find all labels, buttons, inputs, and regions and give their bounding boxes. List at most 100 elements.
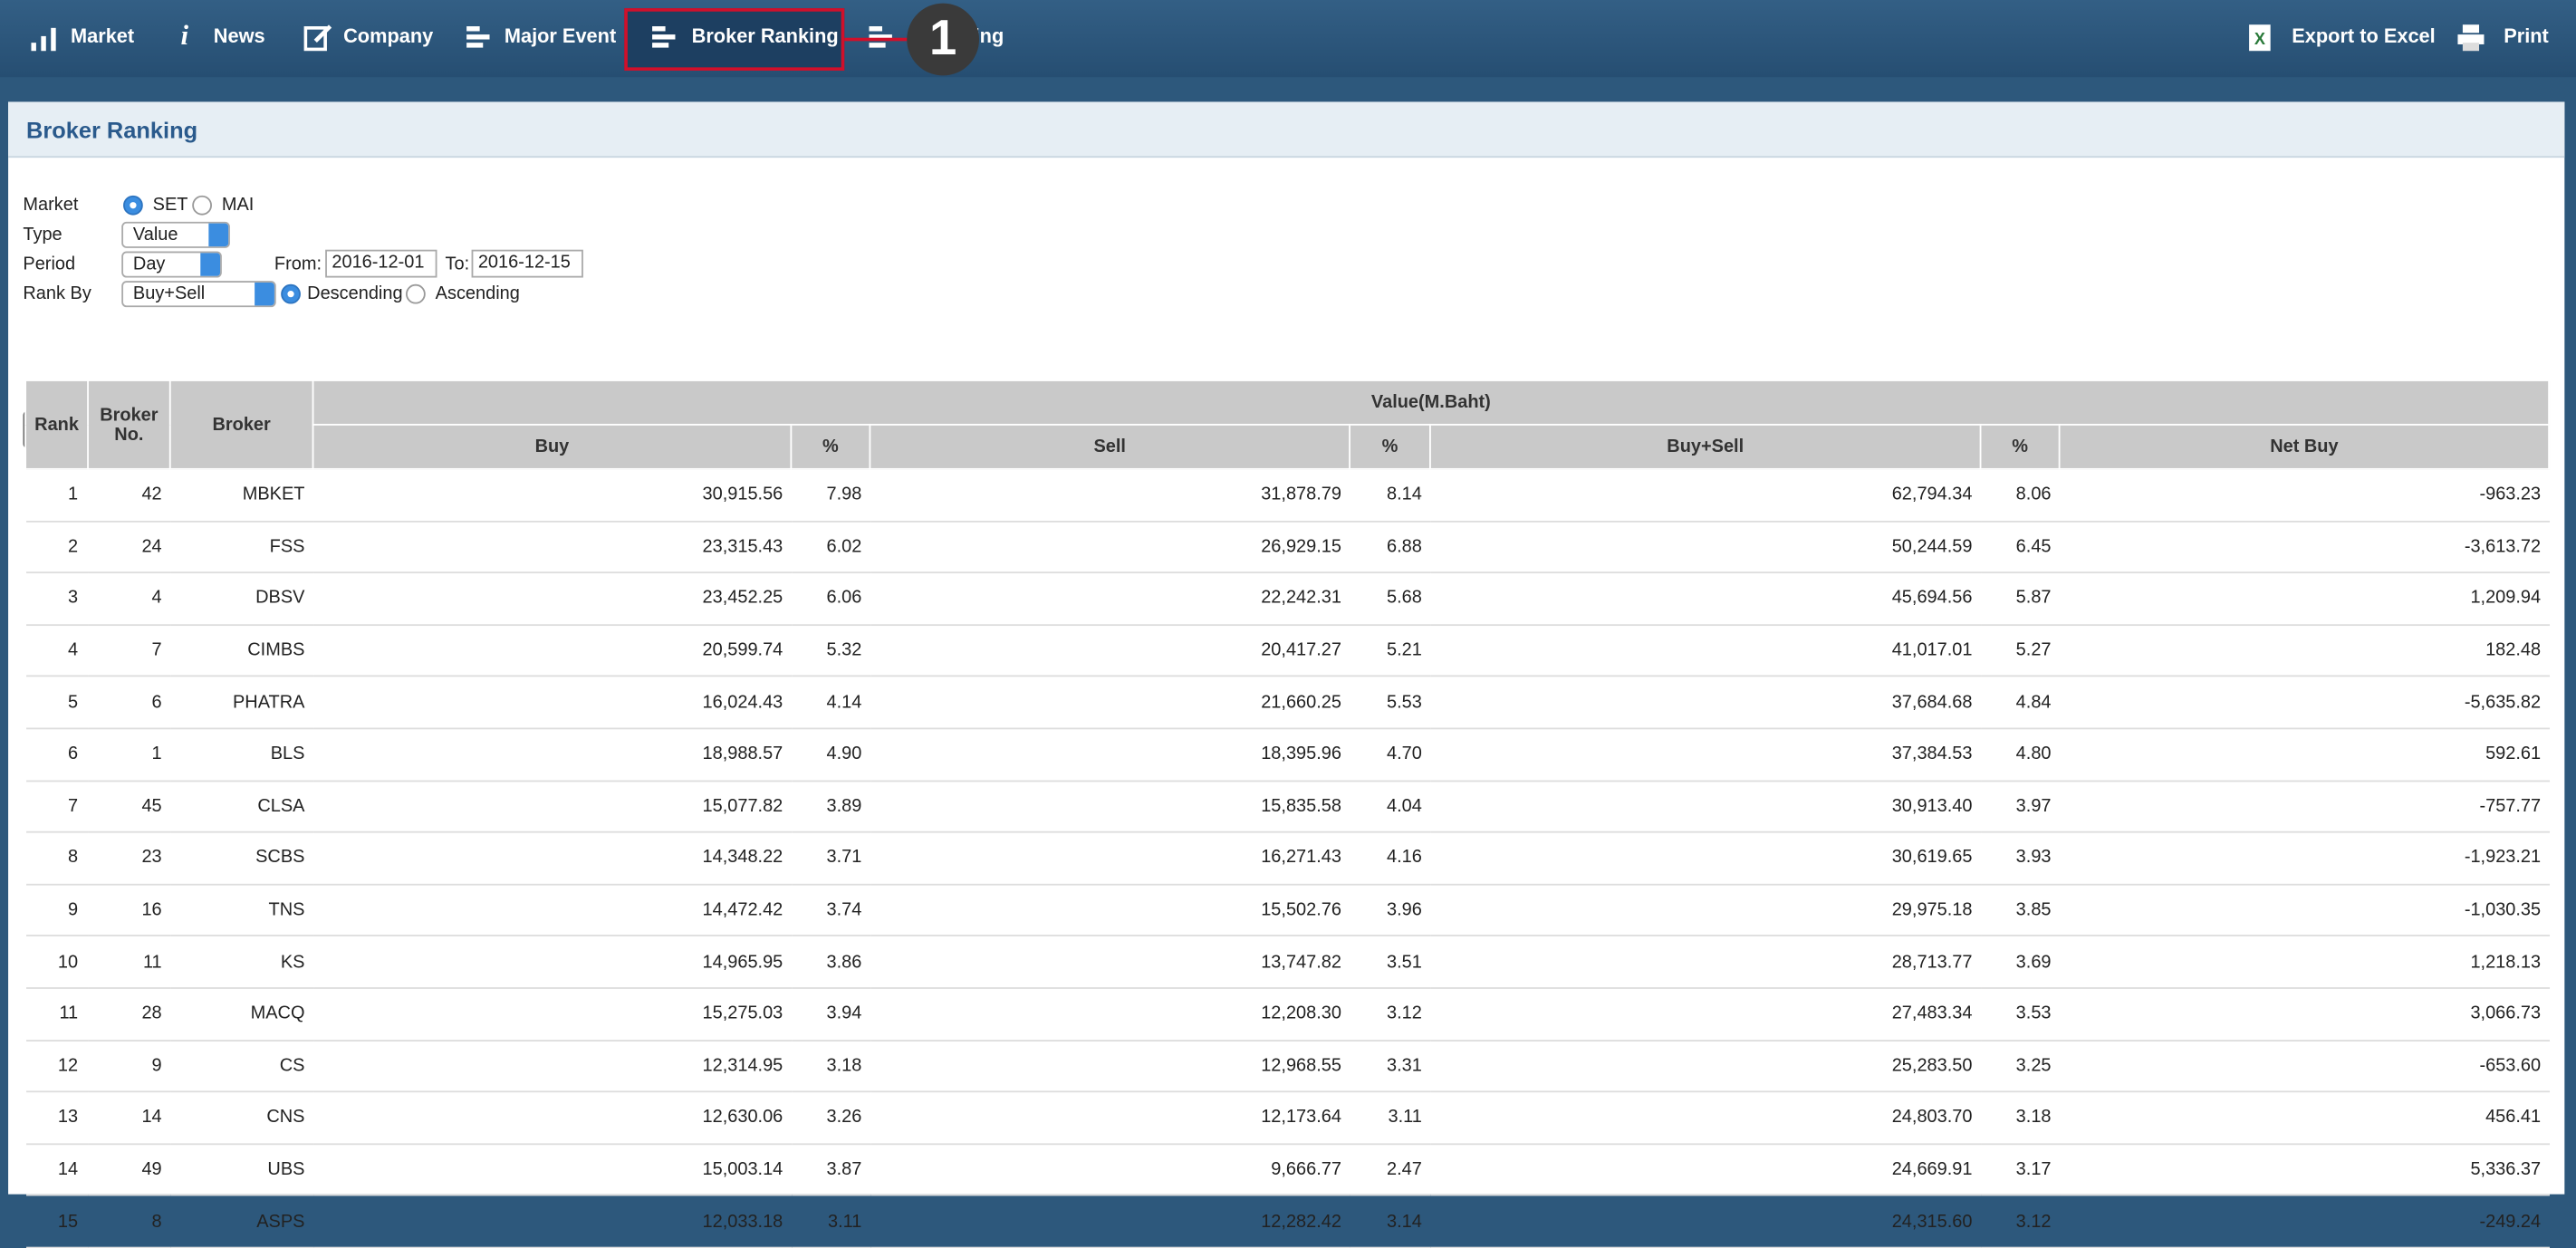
table-cell: 31,878.79 xyxy=(870,468,1350,523)
table-row: 6 1 BLS 18,988.57 4.90 18,395.96 4.70 37,384.53… xyxy=(25,728,2550,782)
icon-screening xyxy=(869,26,892,48)
period-label: Period xyxy=(23,254,76,274)
table-cell: 7 xyxy=(88,624,170,677)
table-cell: KS xyxy=(169,936,313,989)
table-row: 5 6 PHATRA 16,024.43 4.14 21,660.25 5.53 37,684… xyxy=(25,677,2550,730)
table-cell: 20,599.74 xyxy=(312,624,792,677)
table-cell: 1,218.13 xyxy=(2059,936,2550,989)
table-row: 2 24 FSS 23,315.43 6.02 26,929.15 6.88 50,244.5… xyxy=(25,521,2550,574)
table-cell: 3.87 xyxy=(791,1143,870,1197)
icon-event xyxy=(466,26,490,48)
type-select[interactable]: Value xyxy=(121,221,230,248)
table-cell: PHATRA xyxy=(169,677,313,730)
nav-major-event[interactable]: Major Event xyxy=(504,24,617,48)
table-cell: -1,923.21 xyxy=(2059,831,2550,886)
table-cell: 6.45 xyxy=(1980,521,2060,574)
nav-export[interactable]: Export to Excel xyxy=(2292,24,2436,48)
table-cell: 8.06 xyxy=(1980,468,2060,523)
table-cell: ASPS xyxy=(169,1195,313,1248)
icon-market xyxy=(31,27,56,52)
table-cell: 24 xyxy=(88,521,170,574)
table-cell: 4 xyxy=(25,624,89,677)
from-label: From: xyxy=(274,254,322,274)
radio-mai[interactable] xyxy=(192,195,212,216)
table-cell: 3.69 xyxy=(1980,936,2060,989)
table-cell: 6.02 xyxy=(791,521,870,574)
icon-ranking xyxy=(652,26,676,48)
nav-news[interactable]: News xyxy=(213,24,265,48)
radio-set[interactable] xyxy=(123,195,143,216)
table-cell: DBSV xyxy=(169,572,313,626)
table-cell: 4.90 xyxy=(791,728,870,782)
table-cell: UBS xyxy=(169,1143,313,1197)
table-row: 10 11 KS 14,965.95 3.86 13,747.82 3.51 28,713.7… xyxy=(25,936,2550,989)
table-row: 13 14 CNS 12,630.06 3.26 12,173.64 3.11 24,803.… xyxy=(25,1091,2550,1145)
table-cell: CS xyxy=(169,1040,313,1093)
market-label: Market xyxy=(23,195,79,216)
table-cell: 23,315.43 xyxy=(312,521,792,574)
table-cell: 3.17 xyxy=(1980,1143,2060,1197)
to-input[interactable]: 2016-12-15 xyxy=(471,249,583,278)
table-cell: 16,024.43 xyxy=(312,677,792,730)
table-row: 15 8 ASPS 12,033.18 3.11 12,282.42 3.14 24,315.… xyxy=(25,1195,2550,1248)
table-cell: 3.25 xyxy=(1980,1040,2060,1093)
table-cell: 24,315.60 xyxy=(1429,1195,1981,1248)
nav-broker-ranking[interactable]: Broker Ranking xyxy=(691,24,839,48)
table-cell: 12 xyxy=(25,1040,89,1093)
table-cell: -249.24 xyxy=(2059,1195,2550,1248)
table-cell: 30,619.65 xyxy=(1429,831,1981,886)
table-cell: 3.12 xyxy=(1980,1195,2060,1248)
option-set: SET xyxy=(152,195,188,216)
icon-excel: X xyxy=(2249,24,2271,52)
table-cell: -1,030.35 xyxy=(2059,884,2550,937)
table-cell: 18,395.96 xyxy=(870,728,1350,782)
table-cell: 30,913.40 xyxy=(1429,780,1981,833)
table-cell: -3,613.72 xyxy=(2059,521,2550,574)
table-cell: 3.31 xyxy=(1350,1040,1430,1093)
table-cell: 15,077.82 xyxy=(312,780,792,833)
table-cell: 182.48 xyxy=(2059,624,2550,677)
table-cell: 3.74 xyxy=(791,884,870,937)
table-cell: FSS xyxy=(169,521,313,574)
table-cell: 15,502.76 xyxy=(870,884,1350,937)
table-row: 14 49 UBS 15,003.14 3.87 9,666.77 2.47 24,669.9… xyxy=(25,1143,2550,1197)
column-header: Broker No. xyxy=(87,379,171,470)
table-cell: 15,835.58 xyxy=(870,780,1350,833)
table-cell: 7 xyxy=(25,780,89,833)
table-cell: 28,713.77 xyxy=(1429,936,1981,989)
table-cell: 5.32 xyxy=(791,624,870,677)
column-header: % xyxy=(790,423,871,470)
table-cell: 4 xyxy=(88,572,170,626)
table-cell: TNS xyxy=(169,884,313,937)
table-cell: 2 xyxy=(25,521,89,574)
group-header: Value(M.Baht) xyxy=(312,379,2551,426)
column-header: Net Buy xyxy=(2058,423,2551,470)
from-input[interactable]: 2016-12-01 xyxy=(325,249,437,278)
radio-ascending[interactable] xyxy=(406,283,426,304)
nav-company[interactable]: Company xyxy=(343,24,434,48)
table-cell: 14,348.22 xyxy=(312,831,792,886)
table-cell: 12,208.30 xyxy=(870,987,1350,1042)
table-cell: 3.18 xyxy=(791,1040,870,1093)
table-cell: 37,684.68 xyxy=(1429,677,1981,730)
column-header: Broker xyxy=(168,379,314,470)
nav-market[interactable]: Market xyxy=(70,24,135,48)
table-cell: 14,965.95 xyxy=(312,936,792,989)
table-cell: 12,033.18 xyxy=(312,1195,792,1248)
period-select[interactable]: Day xyxy=(121,251,222,278)
table-row: 8 23 SCBS 14,348.22 3.71 16,271.43 4.16 30,619.… xyxy=(25,831,2550,886)
table-cell: 4.16 xyxy=(1350,831,1430,886)
table-cell: 14 xyxy=(88,1091,170,1145)
rank-select[interactable]: Buy+Sell xyxy=(121,281,276,308)
radio-descending[interactable] xyxy=(281,283,301,304)
table-cell: 1 xyxy=(88,728,170,782)
table-cell: 5.68 xyxy=(1350,572,1430,626)
table-cell: 9,666.77 xyxy=(870,1143,1350,1197)
nav-print[interactable]: Print xyxy=(2504,24,2549,48)
table-cell: 8.14 xyxy=(1350,468,1430,523)
table-cell: 11 xyxy=(88,936,170,989)
ranking-table: Rank Broker No. Broker Value(M.Baht) Buy% Sel… xyxy=(24,379,2551,1248)
icon-company xyxy=(303,24,332,52)
table-cell: 12,282.42 xyxy=(870,1195,1350,1248)
table-cell: 22,242.31 xyxy=(870,572,1350,626)
